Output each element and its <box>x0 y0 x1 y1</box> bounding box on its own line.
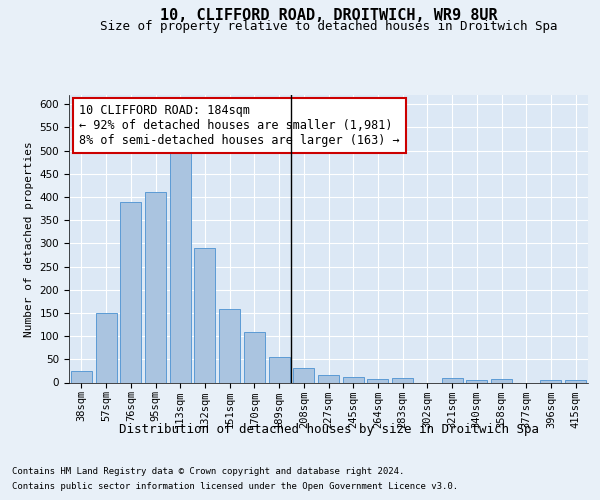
Bar <box>318 374 339 382</box>
Bar <box>170 150 191 382</box>
Bar <box>219 309 240 382</box>
Text: Contains HM Land Registry data © Crown copyright and database right 2024.: Contains HM Land Registry data © Crown c… <box>12 467 404 476</box>
Bar <box>565 380 586 382</box>
Bar <box>71 371 92 382</box>
Bar <box>95 313 116 382</box>
Text: Distribution of detached houses by size in Droitwich Spa: Distribution of detached houses by size … <box>119 422 539 436</box>
Bar <box>269 357 290 382</box>
Bar <box>343 377 364 382</box>
Bar <box>367 379 388 382</box>
Bar <box>194 248 215 382</box>
Text: Size of property relative to detached houses in Droitwich Spa: Size of property relative to detached ho… <box>100 20 557 33</box>
Text: 10 CLIFFORD ROAD: 184sqm
← 92% of detached houses are smaller (1,981)
8% of semi: 10 CLIFFORD ROAD: 184sqm ← 92% of detach… <box>79 104 400 146</box>
Bar <box>392 378 413 382</box>
Text: 10, CLIFFORD ROAD, DROITWICH, WR9 8UR: 10, CLIFFORD ROAD, DROITWICH, WR9 8UR <box>160 8 497 22</box>
Bar <box>442 378 463 382</box>
Bar <box>541 380 562 382</box>
Text: Contains public sector information licensed under the Open Government Licence v3: Contains public sector information licen… <box>12 482 458 491</box>
Bar <box>145 192 166 382</box>
Bar <box>120 202 141 382</box>
Bar <box>466 380 487 382</box>
Bar <box>244 332 265 382</box>
Bar <box>293 368 314 382</box>
Y-axis label: Number of detached properties: Number of detached properties <box>24 141 34 336</box>
Bar <box>491 380 512 382</box>
